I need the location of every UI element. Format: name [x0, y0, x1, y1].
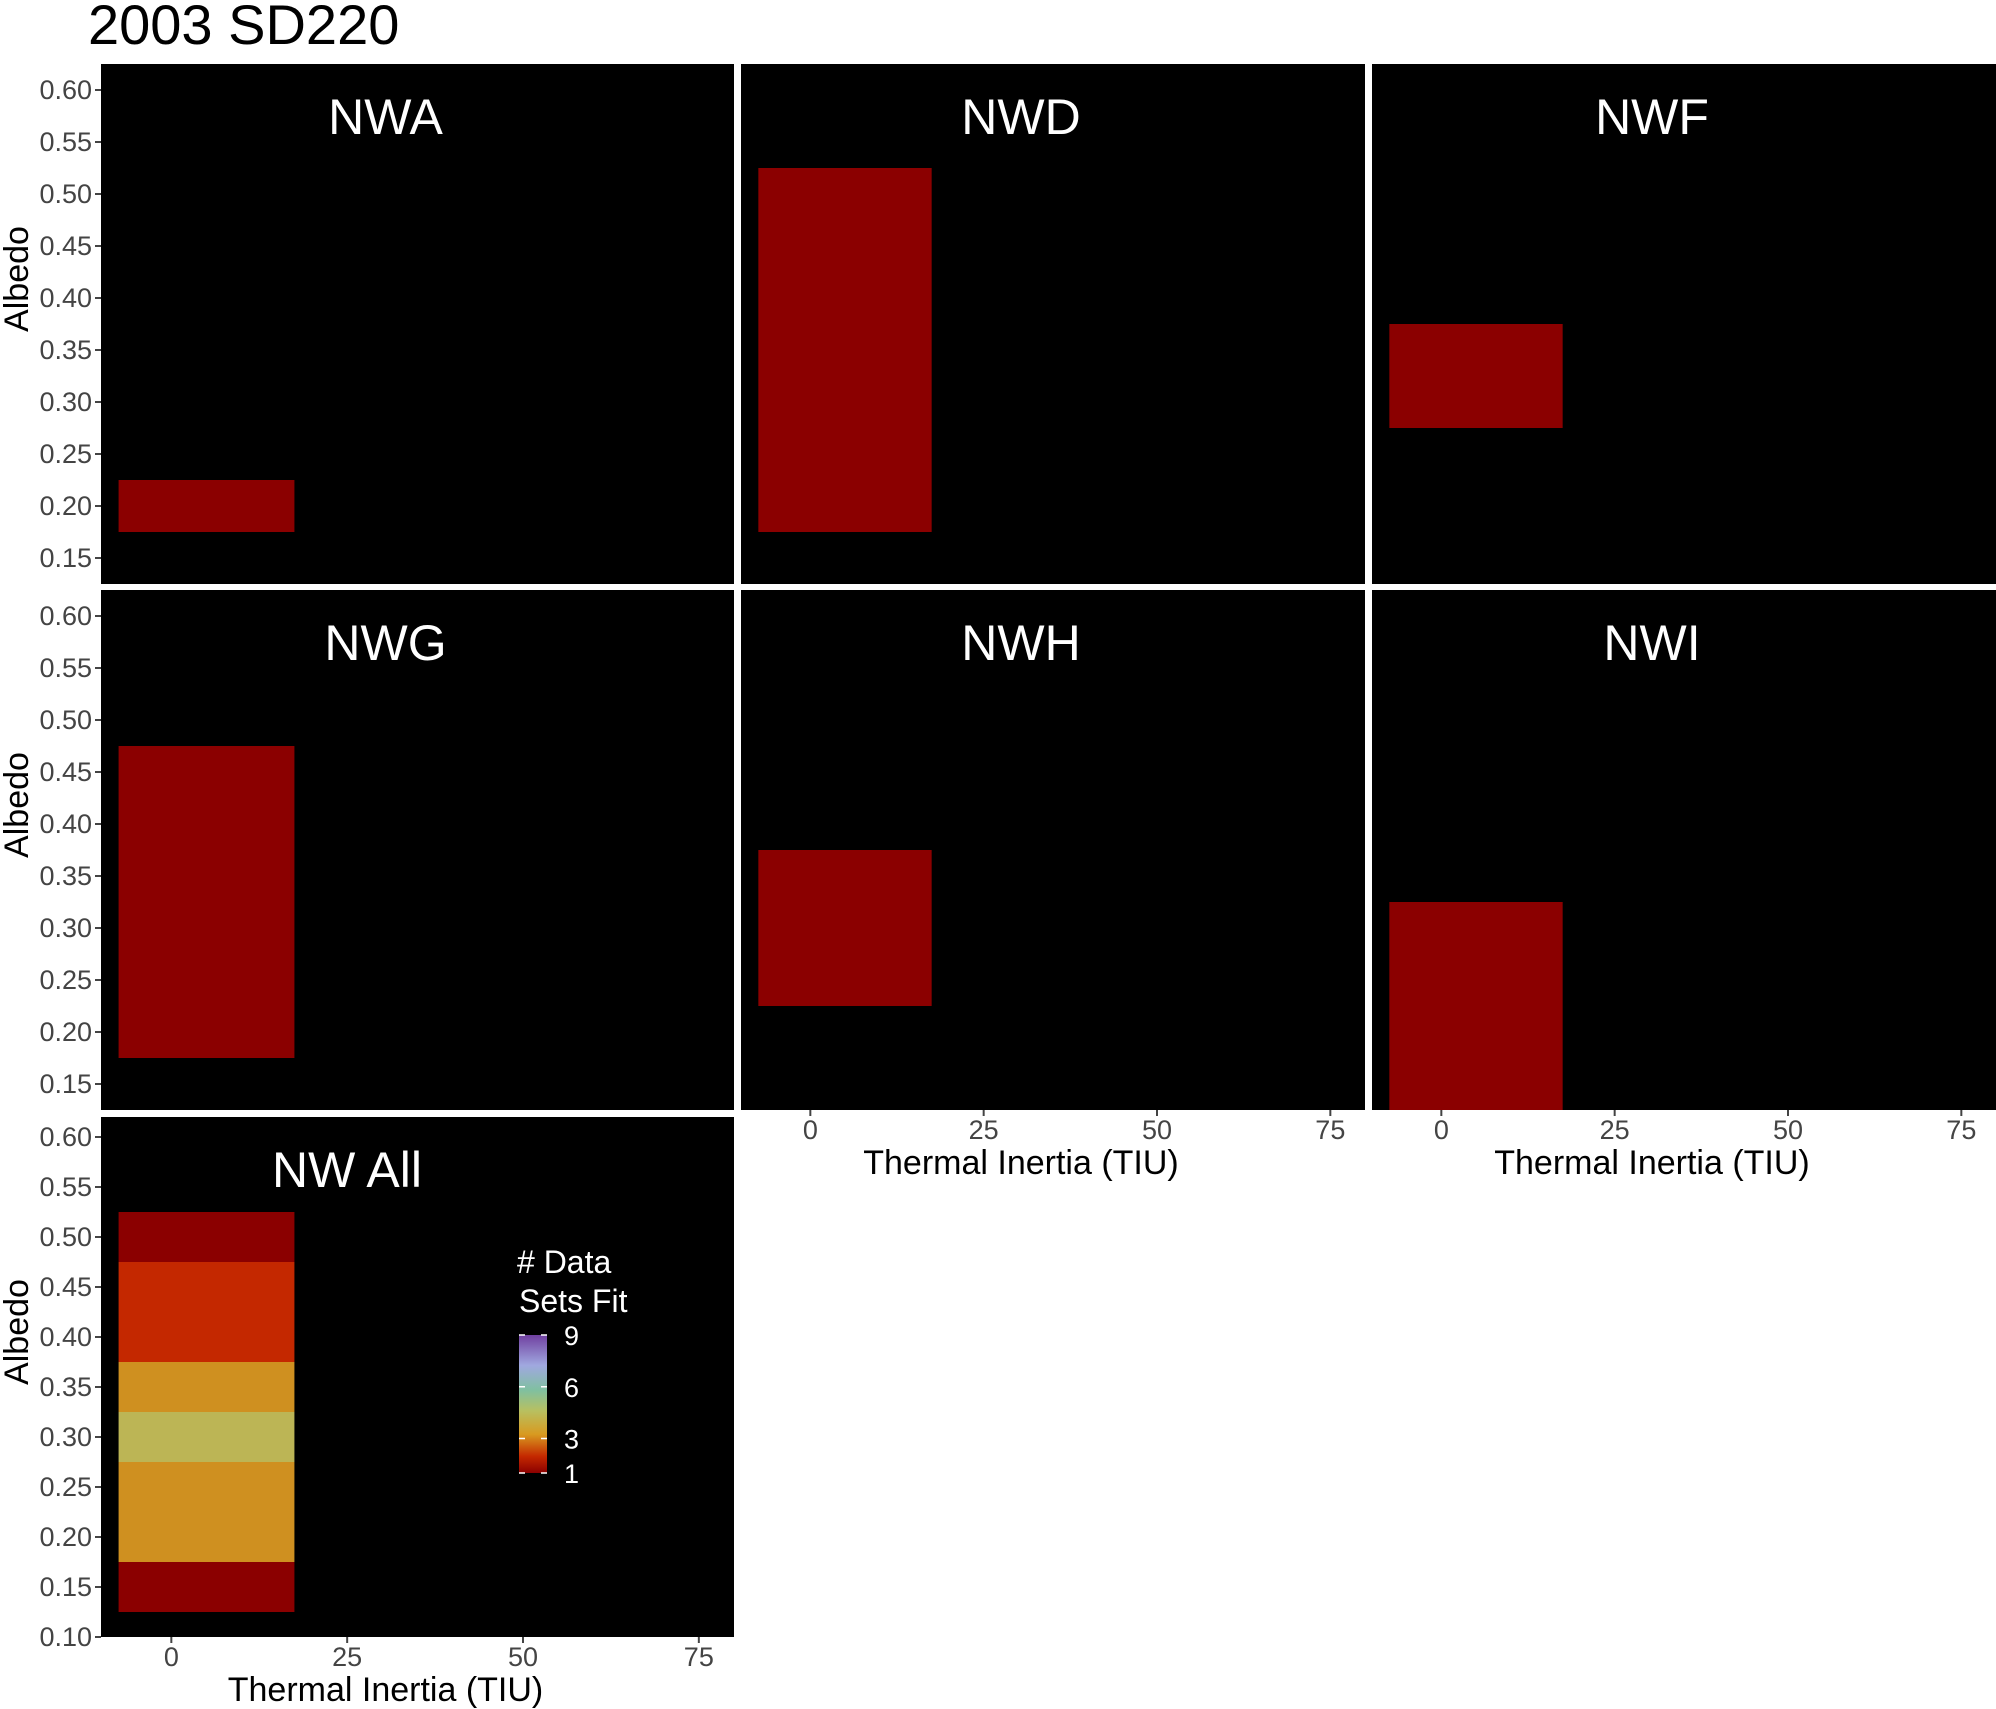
y-tick-label: 0.25	[39, 439, 92, 469]
heat-cell	[1389, 324, 1563, 428]
panel-title: NWH	[961, 615, 1080, 671]
y-tick-label: 0.35	[39, 861, 92, 891]
panel-nwa: NWA 0.15 0.20 0.25 0.30 0.35 0.40 0.45 0.50 0.55 0…	[0, 64, 734, 584]
panel-nwd: NWD	[741, 64, 1365, 584]
y-tick-label: 0.25	[39, 965, 92, 995]
x-tick-label: 25	[1600, 1115, 1630, 1145]
x-tick-label: 50	[1773, 1115, 1803, 1145]
heat-cell	[118, 1562, 295, 1612]
y-tick-label: 0.35	[39, 1372, 92, 1402]
panel-title: NW All	[272, 1142, 422, 1198]
x-tick-label: 25	[969, 1115, 999, 1145]
panel-nw-all: NW All 0.10 0.15 0.20 0.25 0.30 0.35 0.40 0.45 0.…	[0, 1117, 734, 1709]
legend-tick-label: 9	[564, 1321, 579, 1351]
y-tick-label: 0.45	[39, 1272, 92, 1302]
heat-cell	[118, 746, 295, 1058]
x-tick-label: 0	[1434, 1115, 1449, 1145]
legend-title-line1: # Data	[517, 1244, 611, 1280]
heat-cell	[118, 1262, 295, 1362]
legend-title-line2: Sets Fit	[519, 1283, 628, 1319]
heat-cell	[118, 1212, 295, 1262]
y-axis-title: Albedo	[0, 226, 36, 332]
heat-cell	[758, 168, 932, 532]
heat-cell	[118, 1412, 295, 1462]
x-tick-label: 75	[1946, 1115, 1976, 1145]
y-tick-label: 0.40	[39, 1322, 92, 1352]
legend-tick-label: 6	[564, 1373, 579, 1403]
legend-colorbar	[519, 1335, 547, 1473]
x-tick-label: 0	[164, 1642, 179, 1672]
heat-cell	[118, 1462, 295, 1562]
x-tick-label: 75	[684, 1642, 714, 1672]
y-tick-label: 0.45	[39, 757, 92, 787]
panel-nwf: NWF	[1372, 64, 1996, 584]
y-tick-label: 0.60	[39, 1122, 92, 1152]
y-tick-label: 0.20	[39, 1017, 92, 1047]
x-axis-title: Thermal Inertia (TIU)	[1494, 1144, 1810, 1182]
y-tick-label: 0.20	[39, 491, 92, 521]
panel-title: NWA	[328, 89, 443, 145]
x-tick-label: 50	[1142, 1115, 1172, 1145]
x-tick-label: 25	[332, 1642, 362, 1672]
y-tick-label: 0.55	[39, 1172, 92, 1202]
y-tick-label: 0.30	[39, 913, 92, 943]
y-tick-label: 0.55	[39, 653, 92, 683]
heat-cell	[118, 1362, 295, 1412]
y-tick-label: 0.20	[39, 1522, 92, 1552]
heat-cell	[758, 850, 932, 1006]
y-tick-label: 0.50	[39, 1222, 92, 1252]
x-tick-label: 75	[1315, 1115, 1345, 1145]
y-tick-label: 0.50	[39, 705, 92, 735]
y-tick-label: 0.30	[39, 387, 92, 417]
panel-title: NWF	[1595, 89, 1709, 145]
y-tick-label: 0.15	[39, 1572, 92, 1602]
x-tick-label: 0	[803, 1115, 818, 1145]
y-tick-label: 0.60	[39, 75, 92, 105]
y-tick-label: 0.10	[39, 1622, 92, 1652]
panels: NWA 0.15 0.20 0.25 0.30 0.35 0.40 0.45 0.50 0.55 0…	[0, 64, 1996, 1709]
page-title: 2003 SD220	[88, 0, 399, 56]
x-tick-label: 50	[508, 1642, 538, 1672]
y-tick-label: 0.15	[39, 543, 92, 573]
y-tick-label: 0.40	[39, 283, 92, 313]
panel-nwg: NWG 0.15 0.20 0.25 0.30 0.35 0.40 0.45 0.50 0.55 0…	[0, 590, 734, 1110]
legend-tick-label: 1	[564, 1459, 579, 1489]
y-axis-title: Albedo	[0, 752, 36, 858]
legend-tick-label: 3	[564, 1425, 579, 1455]
panel-title: NWI	[1603, 615, 1700, 671]
x-axis-title: Thermal Inertia (TIU)	[228, 1671, 544, 1709]
y-tick-label: 0.60	[39, 601, 92, 631]
y-tick-label: 0.55	[39, 127, 92, 157]
panel-nwh: NWH 0 25 50 75 Thermal Inertia (TIU)	[741, 590, 1365, 1182]
y-tick-label: 0.50	[39, 179, 92, 209]
y-tick-label: 0.40	[39, 809, 92, 839]
y-tick-label: 0.35	[39, 335, 92, 365]
y-axis-title: Albedo	[0, 1279, 36, 1385]
y-tick-label: 0.30	[39, 1422, 92, 1452]
heat-cell	[118, 480, 295, 532]
y-tick-label: 0.25	[39, 1472, 92, 1502]
heat-cell	[1389, 902, 1563, 1110]
y-tick-label: 0.15	[39, 1069, 92, 1099]
panel-nwi: NWI 0 25 50 75 Thermal Inertia (TIU)	[1372, 590, 1996, 1182]
x-axis-title: Thermal Inertia (TIU)	[863, 1144, 1179, 1182]
y-tick-label: 0.45	[39, 231, 92, 261]
panel-title: NWG	[324, 615, 446, 671]
panel-title: NWD	[961, 89, 1080, 145]
